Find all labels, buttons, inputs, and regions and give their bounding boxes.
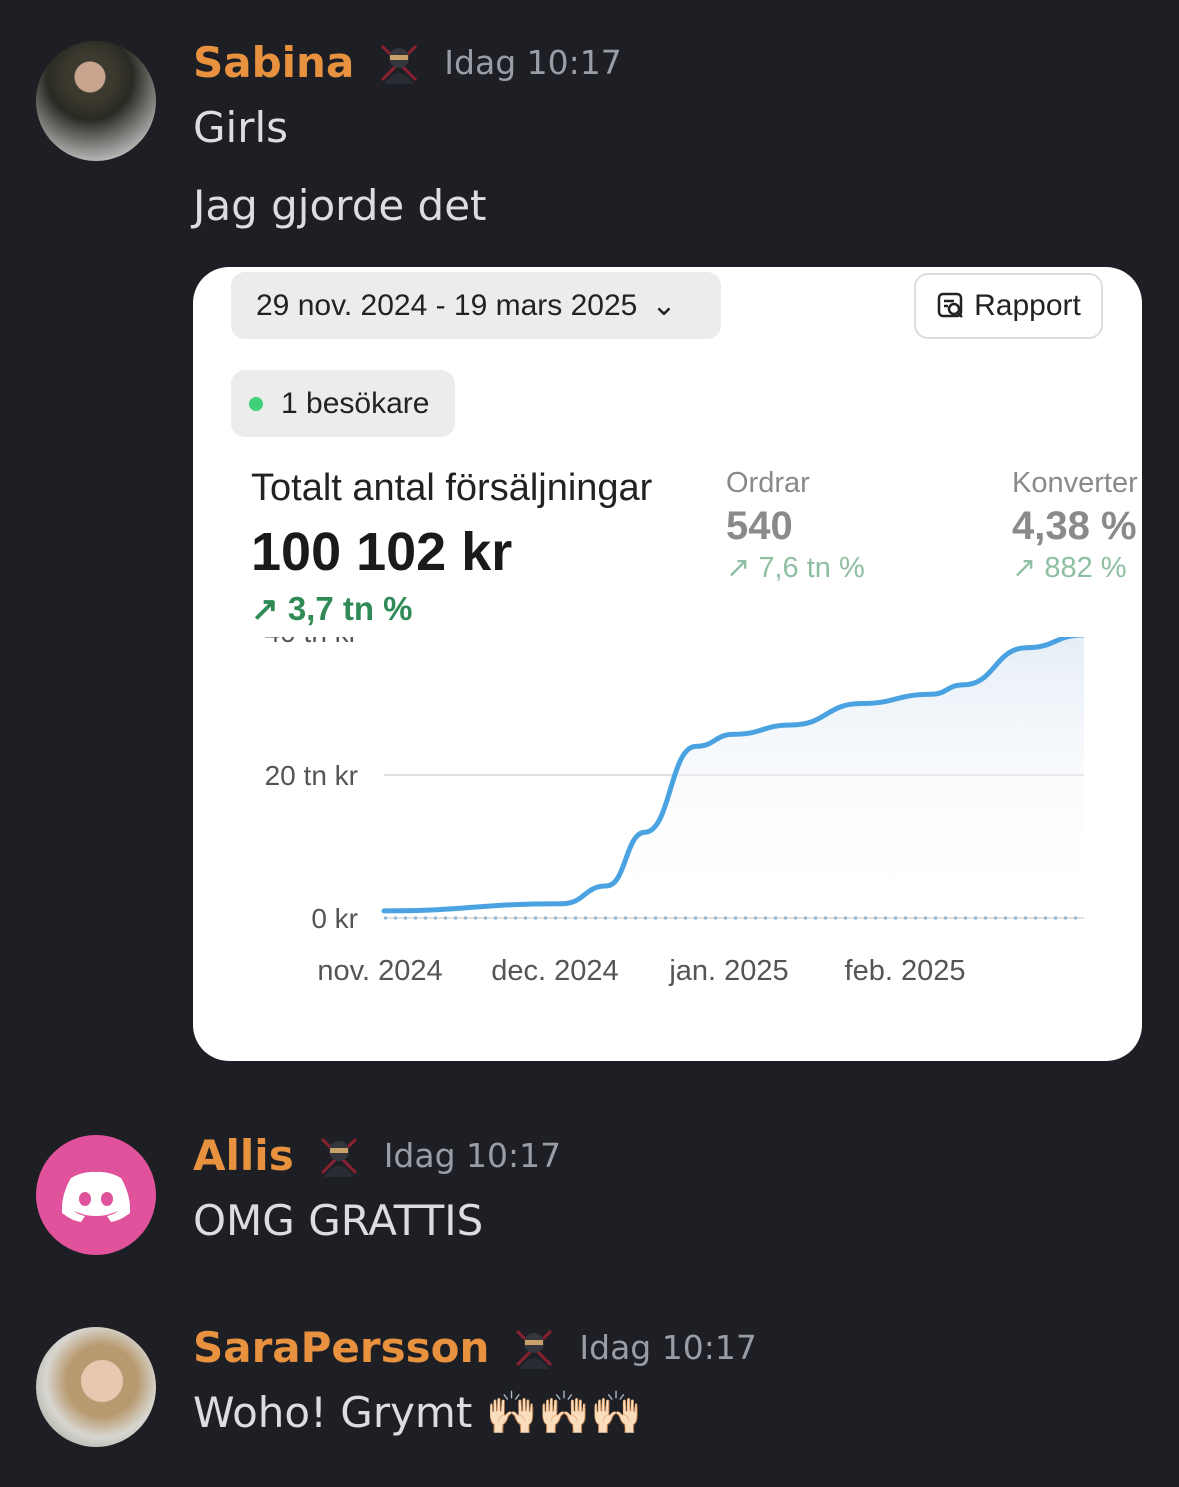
conversion-value: 4,38 %: [1012, 504, 1137, 548]
arrow-up-right-icon: ↗: [1012, 552, 1045, 584]
ninja-badge-icon: [320, 1137, 357, 1177]
live-dot-icon: [249, 396, 263, 411]
orders-value: 540: [726, 504, 793, 548]
author-name[interactable]: SaraPersson: [193, 1323, 490, 1372]
report-button: Rapport: [914, 273, 1103, 339]
message-text: Woho! Grymt 🙌🏻🙌🏻🙌🏻: [193, 1388, 643, 1437]
ninja-badge-icon: [516, 1329, 553, 1369]
avatar[interactable]: [36, 1327, 156, 1447]
author-name[interactable]: Allis: [193, 1131, 294, 1180]
x-tick-label: feb. 2025: [845, 955, 966, 987]
x-tick-label: nov. 2024: [317, 955, 442, 987]
message-text: Girls: [193, 103, 289, 152]
date-range-button: 29 nov. 2024 - 19 mars 2025 ⌄: [231, 272, 721, 339]
chevron-down-icon: ⌄: [651, 289, 677, 322]
ninja-badge-icon: [381, 44, 418, 84]
sales-line: [381, 637, 1086, 914]
conversion-change: 882 %: [1044, 552, 1127, 584]
orders-label: Ordrar: [726, 467, 810, 499]
total-value: 100 102 kr: [251, 522, 513, 582]
message-text: Jag gjorde det: [193, 181, 487, 230]
x-tick-label: jan. 2025: [668, 955, 788, 987]
discord-logo-icon: [61, 1171, 131, 1222]
orders-change: 7,6 tn %: [758, 552, 865, 584]
x-tick-label: dec. 2024: [491, 955, 618, 987]
timestamp: Idag 10:17: [444, 43, 622, 82]
avatar[interactable]: [36, 1135, 156, 1255]
visitors-pill: 1 besökare: [231, 370, 455, 437]
sales-screenshot[interactable]: 29 nov. 2024 - 19 mars 2025 ⌄ Rapport 1 b…: [193, 267, 1142, 1061]
date-range: 29 nov. 2024 - 19 mars 2025: [256, 288, 638, 322]
timestamp: Idag 10:17: [579, 1328, 757, 1367]
y-tick-label: 0 kr: [311, 903, 358, 934]
series-area: [384, 637, 1084, 918]
total-change: 3,7 tn %: [287, 590, 413, 627]
y-tick-label: 40 tn kr: [265, 637, 358, 648]
author-name[interactable]: Sabina: [193, 38, 355, 87]
visitors-count: 1 besökare: [281, 386, 430, 420]
arrow-up-right-icon: ↗: [726, 552, 759, 584]
conversion-label: Konverter: [1012, 467, 1138, 499]
total-label: Totalt antal försäljningar: [251, 467, 653, 509]
report-label: Rapport: [974, 289, 1081, 322]
message-text: OMG GRATTIS: [193, 1196, 484, 1245]
y-tick-label: 20 tn kr: [265, 760, 358, 791]
report-search-icon: [937, 292, 964, 318]
timestamp: Idag 10:17: [383, 1136, 562, 1175]
sales-chart: 0 kr 20 tn kr 40 tn kr nov. 2024 dec. 2024 ja…: [265, 637, 1086, 987]
avatar[interactable]: [36, 41, 156, 161]
arrow-up-right-icon: ↗: [251, 590, 288, 627]
